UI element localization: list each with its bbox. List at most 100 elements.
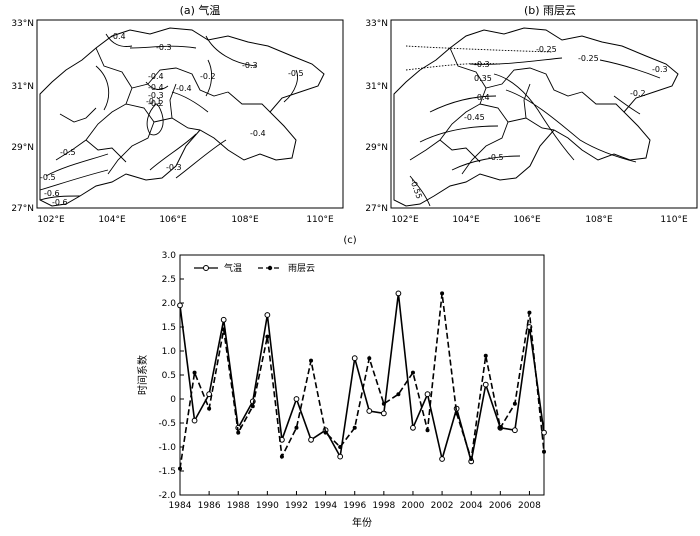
x-tick-label: 2002 bbox=[431, 501, 454, 511]
svg-text:-0.6: -0.6 bbox=[44, 189, 60, 198]
svg-text:31°N: 31°N bbox=[11, 82, 34, 92]
panel-a-lon-axis: 102°E 104°E 106°E 108°E 110°E bbox=[37, 215, 334, 225]
y-tick-label: -0.5 bbox=[158, 419, 176, 429]
svg-text:-0.4: -0.4 bbox=[250, 129, 266, 138]
data-point-temperature bbox=[177, 302, 183, 309]
panel-a-contour-labels: -0.4 -0.3 -0.4 -0.2 -0.3 -0.4 -0.3 -0.2 … bbox=[40, 32, 304, 207]
panel-b-map: (b) 雨层云 -0.25 -0.3 -0.25 -0.3 0.35 -0.4 … bbox=[365, 4, 698, 225]
data-point-nimbostratus bbox=[279, 454, 284, 459]
chart-x-axis: 1984 1986 1988 1990 1992 1994 1996 1998 2000 2002… bbox=[169, 491, 541, 511]
panel-b-title: (b) 雨层云 bbox=[524, 4, 576, 17]
chart-legend: 气温 雨层云 bbox=[194, 262, 315, 274]
data-point-temperature bbox=[337, 453, 344, 460]
y-tick-label: -2.0 bbox=[158, 491, 176, 501]
data-point-temperature bbox=[424, 391, 431, 398]
panel-a-map: (a) 气温 -0.4 -0.3 -0.4 -0.2 -0.3 -0.4 -0.… bbox=[11, 3, 344, 225]
data-point-temperature bbox=[308, 436, 314, 443]
data-point-nimbostratus bbox=[410, 370, 415, 375]
data-point-nimbostratus bbox=[250, 404, 255, 409]
x-tick-label: 1992 bbox=[285, 501, 308, 511]
svg-text:-0.2: -0.2 bbox=[200, 72, 216, 81]
x-tick-label: 2004 bbox=[460, 501, 483, 511]
svg-text:-0.4: -0.4 bbox=[474, 93, 490, 102]
x-tick-label: 1996 bbox=[343, 501, 366, 511]
data-point-nimbostratus bbox=[338, 445, 343, 449]
chart-series bbox=[177, 290, 547, 471]
y-tick-label: 2.5 bbox=[162, 275, 176, 285]
svg-text:-0.45: -0.45 bbox=[464, 113, 485, 122]
svg-text:-0.3: -0.3 bbox=[148, 91, 164, 100]
panel-a-lat-axis: 33°N 31°N 29°N 27°N bbox=[11, 19, 34, 214]
svg-text:-0.25: -0.25 bbox=[578, 54, 599, 63]
data-point-nimbostratus bbox=[309, 358, 314, 363]
legend-label-temp: 气温 bbox=[224, 262, 242, 274]
x-tick-label: 1994 bbox=[314, 501, 337, 511]
panel-c-title: (c) bbox=[343, 235, 356, 246]
data-point-temperature bbox=[191, 417, 198, 424]
panel-b-contours-dotted bbox=[405, 45, 553, 71]
data-point-nimbostratus bbox=[207, 406, 212, 411]
svg-text:108°E: 108°E bbox=[231, 215, 259, 225]
data-point-nimbostratus bbox=[527, 310, 532, 315]
svg-text:27°N: 27°N bbox=[365, 204, 388, 214]
svg-text:-0.3: -0.3 bbox=[156, 43, 172, 52]
svg-text:-0.4: -0.4 bbox=[148, 83, 164, 92]
svg-text:102°E: 102°E bbox=[391, 215, 419, 225]
panel-a-title: (a) 气温 bbox=[180, 3, 221, 17]
svg-text:-0.5: -0.5 bbox=[488, 153, 504, 162]
svg-text:-0.3: -0.3 bbox=[242, 61, 258, 70]
svg-text:-0.2: -0.2 bbox=[630, 89, 646, 98]
data-point-nimbostratus bbox=[454, 411, 459, 416]
svg-text:-0.2: -0.2 bbox=[148, 99, 164, 108]
svg-text:-0.3: -0.3 bbox=[166, 163, 182, 172]
svg-text:29°N: 29°N bbox=[365, 143, 388, 153]
data-point-temperature bbox=[380, 410, 387, 417]
panel-b-contours bbox=[409, 57, 661, 207]
chart-plot-area bbox=[179, 254, 545, 496]
x-tick-label: 1984 bbox=[169, 501, 192, 511]
data-point-temperature bbox=[395, 290, 402, 297]
svg-text:-0.1: -0.1 bbox=[146, 97, 162, 106]
data-point-temperature bbox=[220, 316, 227, 323]
panel-b-province-outline bbox=[393, 27, 679, 207]
svg-text:-0.4: -0.4 bbox=[148, 72, 164, 81]
x-tick-label: 2000 bbox=[402, 501, 425, 511]
series-line-temperature bbox=[179, 293, 545, 462]
data-point-nimbostratus bbox=[265, 334, 270, 339]
svg-text:-0.5: -0.5 bbox=[288, 69, 304, 78]
data-point-nimbostratus bbox=[192, 370, 197, 375]
y-tick-label: 1.0 bbox=[162, 347, 177, 357]
panel-a-contours bbox=[39, 33, 298, 201]
data-point-nimbostratus bbox=[512, 401, 517, 406]
data-point-temperature bbox=[410, 424, 416, 431]
svg-text:33°N: 33°N bbox=[365, 19, 388, 29]
data-point-nimbostratus bbox=[323, 430, 328, 435]
data-point-temperature bbox=[366, 408, 373, 414]
svg-text:-0.5: -0.5 bbox=[60, 148, 76, 157]
panel-b-lon-axis: 102°E 104°E 106°E 108°E 110°E bbox=[391, 215, 688, 225]
svg-text:108°E: 108°E bbox=[585, 215, 613, 225]
panel-b-contour-labels: -0.25 -0.3 -0.25 -0.3 0.35 -0.4 -0.2 -0.… bbox=[408, 45, 667, 200]
svg-text:106°E: 106°E bbox=[513, 215, 541, 225]
data-point-nimbostratus bbox=[498, 425, 503, 430]
data-point-nimbostratus bbox=[352, 425, 357, 430]
y-tick-label: 0.5 bbox=[162, 371, 176, 381]
svg-text:110°E: 110°E bbox=[660, 215, 688, 225]
data-point-nimbostratus bbox=[221, 327, 226, 332]
y-tick-label: 0 bbox=[170, 395, 176, 405]
data-point-temperature bbox=[482, 381, 489, 388]
svg-text:-0.3: -0.3 bbox=[474, 60, 490, 69]
x-tick-label: 2008 bbox=[518, 501, 541, 511]
data-point-nimbostratus bbox=[381, 401, 386, 406]
svg-text:0.35: 0.35 bbox=[474, 74, 492, 83]
x-tick-label: 1988 bbox=[227, 501, 250, 511]
svg-text:102°E: 102°E bbox=[37, 215, 65, 225]
y-tick-label: 2.0 bbox=[162, 299, 177, 309]
panel-a-boundaries bbox=[55, 47, 271, 175]
legend-label-cloud: 雨层云 bbox=[288, 263, 315, 274]
svg-text:29°N: 29°N bbox=[11, 143, 34, 153]
x-tick-label: 1998 bbox=[372, 501, 395, 511]
x-tick-label: 1986 bbox=[198, 501, 221, 511]
svg-text:33°N: 33°N bbox=[11, 19, 34, 29]
svg-text:27°N: 27°N bbox=[11, 204, 34, 214]
